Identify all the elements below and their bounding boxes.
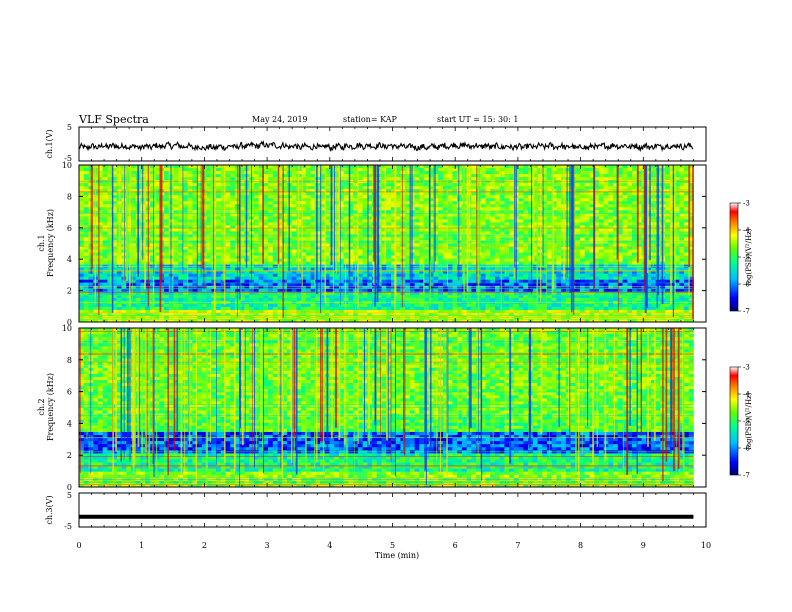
figure-title: VLF Spectra (78, 113, 149, 126)
ch1-waveform-line (78, 140, 694, 153)
x-tick-label: 2 (202, 541, 207, 550)
x-tick-label: 1 (139, 541, 144, 550)
colorbar-tick-label: -5 (743, 254, 750, 262)
x-tick-label: 4 (327, 541, 332, 550)
spec-ytick-label: 8 (67, 356, 72, 365)
spec-ytick-label: 4 (67, 255, 72, 264)
x-tick-label: 8 (578, 541, 583, 550)
spec-ytick-label: 2 (67, 287, 72, 296)
ch1-spectrogram-heatmap (79, 165, 706, 323)
colorbar-tick-label: -5 (743, 418, 750, 426)
x-tick-label: 7 (515, 541, 520, 550)
spec-ytick-label: 0 (67, 483, 72, 492)
ch2-colorbar-label: log(PSD)(V²/Hz) (745, 392, 753, 449)
colorbar-tick-label: -7 (743, 308, 750, 316)
spec-ytick-label: 0 (67, 318, 72, 327)
x-axis: 0 1 2 3 4 5 6 7 8 9 10 (76, 127, 711, 550)
x-tick-label: 0 (76, 541, 81, 550)
date-label: May 24, 2019 (252, 115, 308, 124)
x-axis-label: Time (min) (375, 551, 419, 560)
colorbar-tick-label: -6 (743, 281, 750, 289)
ch1-ylabel: ch.1(V) (45, 129, 54, 158)
colorbar-tick-label: -3 (743, 364, 750, 372)
spec-ytick-label: 10 (62, 161, 72, 170)
x-tick-label: 5 (390, 541, 395, 550)
ch1-ytick-bottom: -5 (64, 154, 72, 163)
ch3-ytick-bottom: -5 (64, 522, 72, 531)
ch2-spectrogram-heatmap (79, 327, 706, 488)
x-tick-label: 3 (265, 541, 270, 550)
ch2-colorbar (729, 366, 739, 476)
ch1-spec-ylabel-line2: Frequency (kHz) (46, 209, 55, 277)
ch2-spec-ylabel-line2: Frequency (kHz) (46, 373, 55, 441)
station-label: station= KAP (343, 115, 398, 124)
x-tick-label: 6 (453, 541, 458, 550)
colorbar-tick-label: -6 (743, 445, 750, 453)
spec-ytick-label: 10 (62, 324, 72, 333)
ch1-ytick-top: 5 (67, 123, 72, 132)
colorbar-tick-label: -3 (743, 200, 750, 208)
spec-ytick-label: 6 (67, 388, 72, 397)
start-time-label: start UT = 15: 30: 1 (437, 115, 518, 124)
spec-ytick-label: 4 (67, 419, 72, 428)
spec-ytick-label: 2 (67, 451, 72, 460)
ch2-spec-ylabel-line1: ch.2 (37, 398, 46, 415)
ch3-ytick-top: 5 (67, 491, 72, 500)
colorbar-tick-label: -7 (743, 472, 750, 480)
spec-ytick-label: 6 (67, 224, 72, 233)
ch1-waveform-panel: 5 -5 ch.1(V) (45, 123, 707, 163)
colorbar-tick-label: -4 (743, 227, 750, 235)
ch3-waveform-panel: 5 -5 ch.3(V) (45, 491, 707, 531)
ch1-spec-ylabel-line1: ch.1 (37, 234, 46, 251)
x-tick-label: 9 (641, 541, 646, 550)
x-tick-label: 10 (701, 541, 711, 550)
ch3-waveform-frame (78, 492, 707, 528)
spec-ytick-label: 8 (67, 192, 72, 201)
ch1-colorbar-label: log(PSD)(V²/Hz) (745, 228, 753, 285)
colorbar-tick-label: -4 (743, 391, 750, 399)
ch1-colorbar (729, 202, 739, 312)
ch3-ylabel: ch.3(V) (45, 495, 54, 524)
